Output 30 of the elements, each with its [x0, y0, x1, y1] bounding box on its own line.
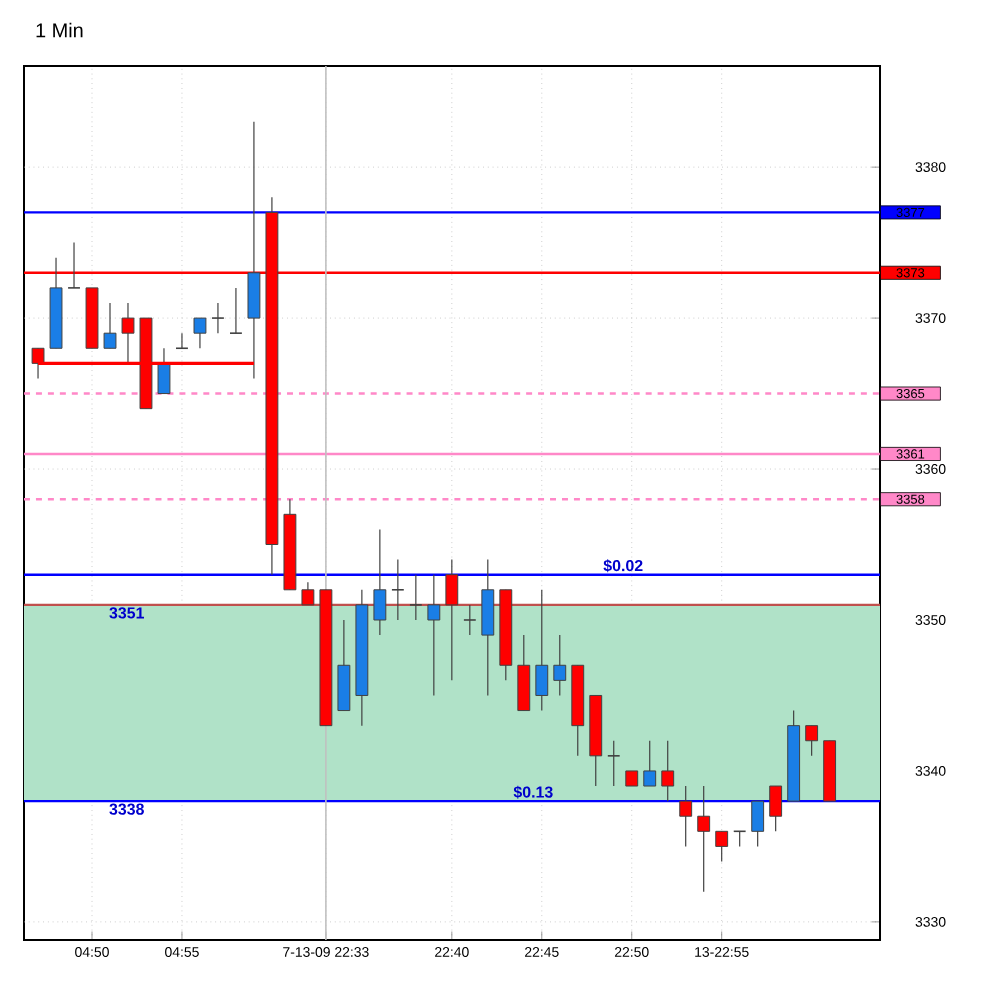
candlestick	[697, 785, 711, 893]
candlestick	[229, 287, 243, 334]
candlestick	[247, 121, 261, 380]
candlestick	[553, 634, 567, 697]
candlestick	[175, 332, 189, 350]
candlestick	[751, 800, 765, 848]
candlestick	[391, 559, 405, 621]
candlestick	[715, 830, 729, 863]
candlestick	[211, 302, 225, 334]
candlestick	[301, 581, 315, 606]
candlestick	[805, 725, 819, 757]
candlestick	[157, 347, 171, 395]
candlestick	[337, 619, 351, 712]
chart-title: 1 Min	[36, 22, 83, 38]
candlestick	[481, 559, 495, 697]
candlestick	[679, 785, 693, 848]
candlestick	[427, 574, 441, 697]
candlestick	[193, 317, 207, 349]
candlestick	[769, 785, 783, 832]
candlestick	[535, 589, 549, 712]
candlestick	[607, 740, 621, 787]
candlestick	[67, 242, 81, 289]
candlestick	[103, 302, 117, 349]
candlestick	[661, 740, 675, 802]
candlestick	[463, 604, 477, 636]
candlestick	[373, 528, 387, 636]
candlestick	[409, 574, 423, 621]
candlestick	[445, 559, 459, 681]
candlestick	[643, 740, 657, 787]
candlestick	[517, 634, 531, 712]
